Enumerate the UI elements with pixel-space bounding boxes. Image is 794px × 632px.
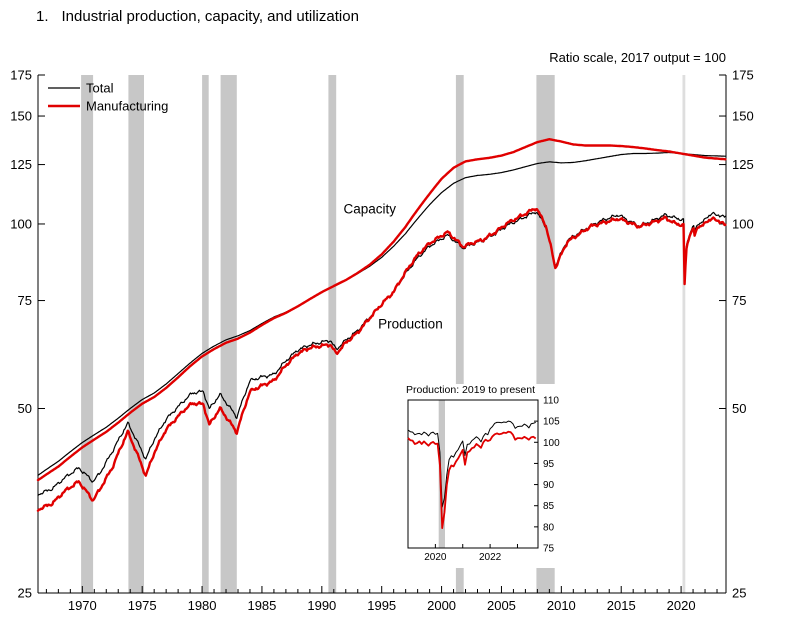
series-capacity-total <box>37 151 727 476</box>
y-tick-label: 175 <box>10 68 32 83</box>
y-tick-label: 100 <box>732 216 754 231</box>
x-axis-ticks: 1970 1975 1980 1985 1990 1995 2000 2005 2010 2015… <box>45 586 718 613</box>
y-tick-label: 25 <box>732 586 746 601</box>
inset-y-tick-label: 95 <box>543 459 555 470</box>
recession-band <box>128 75 144 593</box>
x-tick-label: 1970 <box>68 598 97 613</box>
recession-bands <box>81 75 686 593</box>
x-tick-label: 1990 <box>307 598 336 613</box>
inset-y-tick-label: 85 <box>543 501 555 512</box>
y-tick-label: 50 <box>732 401 746 416</box>
inset-x-tick-label: 2022 <box>479 552 502 563</box>
inset-background <box>400 384 570 568</box>
figure-title: 1. Industrial production, capacity, and u… <box>36 8 359 25</box>
y-tick-label: 125 <box>10 157 32 172</box>
x-tick-label: 1995 <box>367 598 396 613</box>
inset-recession-band <box>438 400 445 548</box>
inset-y-tick-label: 100 <box>543 438 560 449</box>
series-capacity-manufacturing <box>36 137 727 482</box>
y-tick-label: 75 <box>732 293 746 308</box>
series-production-manufacturing <box>36 207 727 512</box>
inset-y-tick-label: 110 <box>543 396 559 407</box>
y-tick-label: 50 <box>18 401 32 416</box>
x-tick-label: 2010 <box>547 598 576 613</box>
annotation-capacity: Capacity <box>343 202 396 217</box>
y-axis-ticks: 25 25 50 50 75 75 100 100 125 125 150 150 175 175 <box>10 68 753 601</box>
inset-y-tick-label: 80 <box>543 522 555 533</box>
y-tick-label: 150 <box>10 109 32 124</box>
x-tick-label: 2005 <box>487 598 516 613</box>
inset-y-tick-label: 75 <box>543 544 555 555</box>
series-inset-total <box>407 420 536 508</box>
recession-band <box>202 75 209 593</box>
x-tick-label: 2015 <box>607 598 636 613</box>
x-tick-label: 2020 <box>667 598 696 613</box>
x-tick-label: 1980 <box>188 598 217 613</box>
ratio-scale-note: Ratio scale, 2017 output = 100 <box>549 50 726 65</box>
recession-band <box>328 75 337 593</box>
figure-title-text: Industrial production, capacity, and uti… <box>61 8 359 25</box>
inset-chart: 75 80 85 90 95 100 105 110 2020 2022 Production: 2… <box>400 384 570 568</box>
y-tick-label: 25 <box>18 586 32 601</box>
figure-number: 1. <box>36 8 49 25</box>
recession-band <box>455 75 464 593</box>
x-tick-label: 1985 <box>247 598 276 613</box>
inset-title: Production: 2019 to present <box>406 384 535 396</box>
legend-label: Total <box>86 81 114 96</box>
y-tick-label: 175 <box>732 68 754 83</box>
legend: Total Manufacturing <box>48 81 168 114</box>
series-lines <box>36 137 727 512</box>
series-inset-manufacturing <box>407 430 537 529</box>
x-tick-label: 1975 <box>128 598 157 613</box>
recession-band <box>81 75 94 593</box>
y-tick-label: 150 <box>732 109 754 124</box>
inset-y-tick-label: 105 <box>543 417 560 428</box>
y-tick-label: 75 <box>18 293 32 308</box>
annotation-production: Production <box>378 317 443 332</box>
recession-band <box>220 75 237 593</box>
x-tick-label: 2000 <box>427 598 456 613</box>
inset-frame <box>407 399 539 549</box>
y-tick-label: 100 <box>10 216 32 231</box>
inset-x-tick-label: 2020 <box>424 552 447 563</box>
recession-band <box>682 75 686 593</box>
legend-label: Manufacturing <box>86 99 168 114</box>
inset-y-tick-label: 90 <box>543 480 555 491</box>
y-tick-label: 125 <box>732 157 754 172</box>
